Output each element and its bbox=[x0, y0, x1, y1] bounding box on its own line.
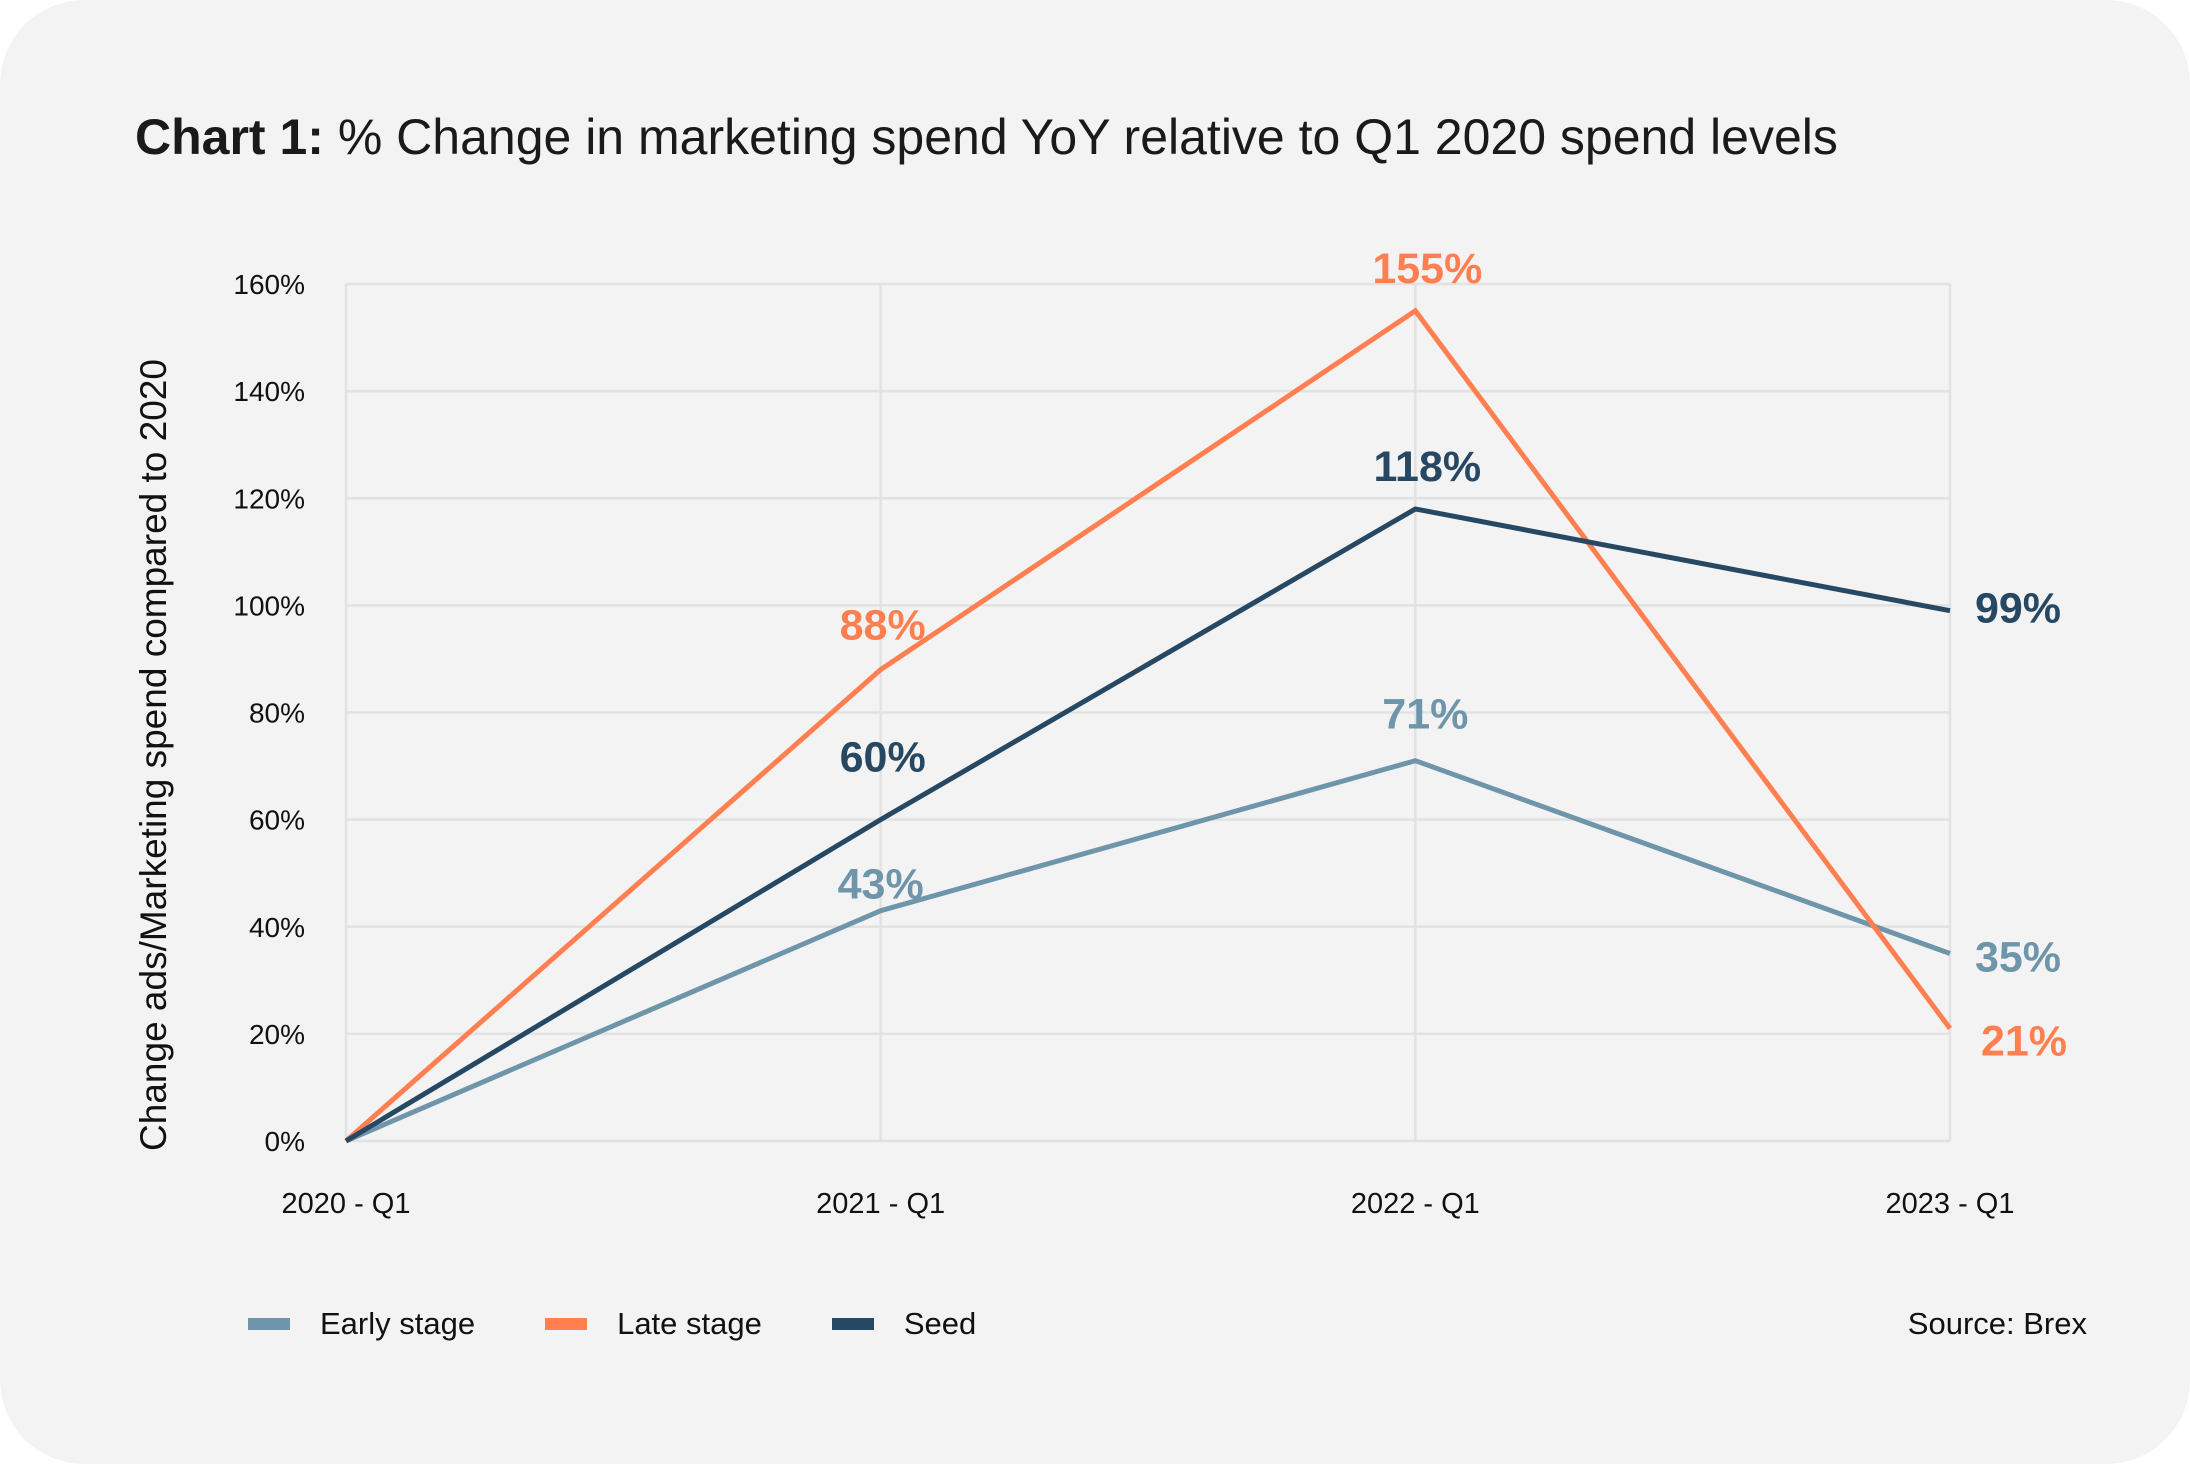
y-tick-label: 0% bbox=[265, 1126, 305, 1157]
legend-item-seed: Seed bbox=[831, 1306, 977, 1342]
y-tick-label: 160% bbox=[233, 269, 305, 300]
series-line-seed bbox=[344, 506, 1951, 1144]
legend-swatch bbox=[248, 1318, 290, 1330]
y-tick-label: 40% bbox=[249, 912, 305, 943]
source-note: Source: Brex bbox=[1907, 1306, 2087, 1341]
legend-swatch bbox=[831, 1318, 874, 1330]
x-tick-label: 2022 - Q1 bbox=[1351, 1188, 1480, 1220]
data-label: 43% bbox=[838, 861, 924, 909]
legend: Early stage Late stage Seed bbox=[248, 1306, 1046, 1342]
data-label: 88% bbox=[840, 602, 926, 650]
data-label: 155% bbox=[1372, 245, 1482, 293]
data-label: 99% bbox=[1975, 585, 2061, 633]
data-label: 21% bbox=[1981, 1018, 2067, 1066]
chart-title: Chart 1: % Change in marketing spend YoY… bbox=[135, 108, 1838, 166]
legend-label: Seed bbox=[903, 1306, 977, 1341]
y-tick-label: 20% bbox=[249, 1019, 305, 1050]
x-tick-label: 2021 - Q1 bbox=[816, 1188, 945, 1220]
y-tick-label: 100% bbox=[233, 590, 305, 621]
data-label: 60% bbox=[840, 734, 926, 782]
data-label: 71% bbox=[1382, 691, 1468, 739]
data-label: 35% bbox=[1975, 934, 2061, 982]
y-tick-label: 80% bbox=[249, 698, 305, 729]
legend-item-early-stage: Early stage bbox=[248, 1306, 475, 1342]
legend-item-late-stage: Late stage bbox=[545, 1306, 762, 1342]
chart-title-bold: Chart 1: bbox=[135, 109, 324, 165]
x-tick-label: 2023 - Q1 bbox=[1886, 1188, 2015, 1220]
x-tick-label: 2020 - Q1 bbox=[282, 1188, 411, 1220]
series-line-late-stage bbox=[344, 307, 1953, 1143]
chart-title-rest: % Change in marketing spend YoY relative… bbox=[323, 109, 1838, 165]
series-line-early-stage bbox=[345, 758, 1951, 1144]
legend-label: Early stage bbox=[320, 1306, 476, 1341]
y-tick-label: 140% bbox=[233, 376, 305, 407]
legend-label: Late stage bbox=[617, 1306, 762, 1341]
legend-swatch bbox=[545, 1318, 588, 1330]
data-label: 118% bbox=[1374, 443, 1482, 491]
y-tick-label: 120% bbox=[233, 483, 305, 514]
y-tick-label: 60% bbox=[249, 805, 305, 836]
